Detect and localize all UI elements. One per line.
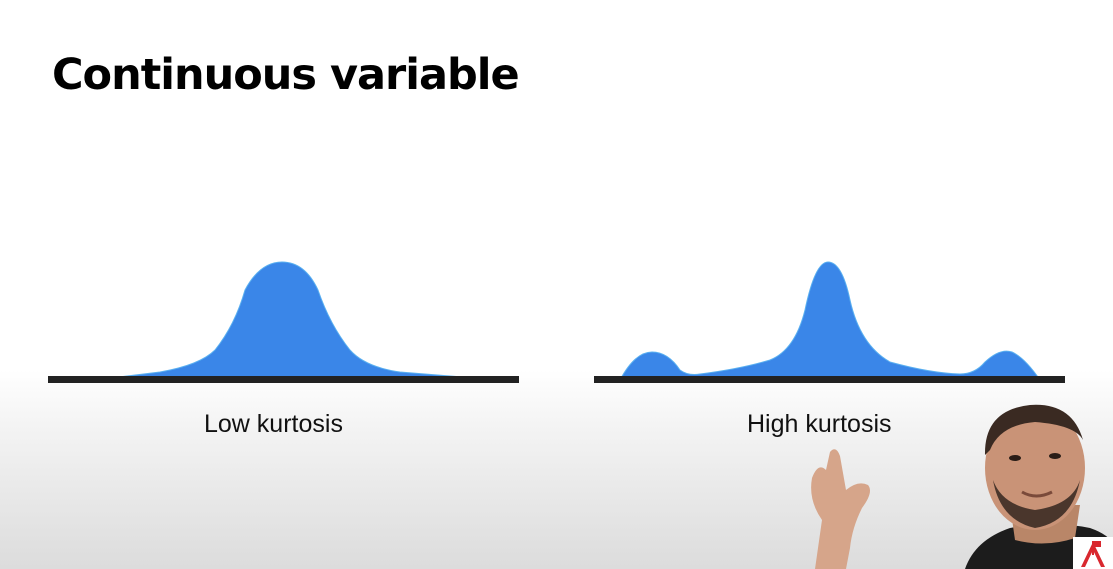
low-kurtosis-curve [94, 261, 501, 381]
low-kurtosis-baseline [48, 376, 519, 383]
presenter-head [984, 404, 1085, 530]
channel-logo-icon [1073, 537, 1113, 569]
high-kurtosis-baseline [594, 376, 1065, 383]
high-kurtosis-caption: High kurtosis [747, 410, 892, 438]
high-kurtosis-curve [619, 261, 1041, 381]
slide-title: Continuous variable [52, 50, 520, 100]
low-kurtosis-caption: Low kurtosis [204, 410, 343, 438]
presenter-hand [811, 449, 870, 569]
